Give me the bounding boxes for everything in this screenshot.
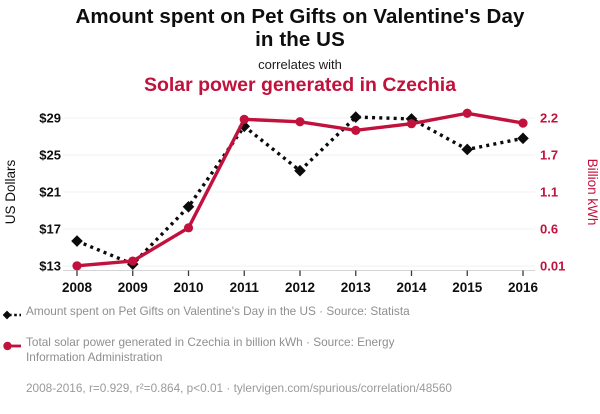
svg-text:1.7: 1.7 bbox=[540, 148, 558, 163]
data-point-solar-czechia bbox=[183, 223, 194, 233]
svg-text:Billion kWh: Billion kWh bbox=[585, 159, 600, 226]
data-point-pet-gifts bbox=[71, 235, 83, 247]
svg-text:2012: 2012 bbox=[285, 280, 315, 295]
diamond-dashed-line-icon bbox=[2, 304, 21, 325]
data-point-solar-czechia bbox=[351, 125, 361, 135]
svg-text:2010: 2010 bbox=[173, 280, 203, 295]
data-point-solar-czechia bbox=[239, 114, 249, 124]
data-point-solar-czechia bbox=[295, 117, 305, 127]
data-point-solar-czechia bbox=[462, 108, 472, 118]
svg-text:2016: 2016 bbox=[508, 280, 539, 295]
correlation-chart: 2008 2009 2010 2011 2012 2013 2014 2015 2016 $13 $… bbox=[0, 100, 600, 300]
svg-text:$29: $29 bbox=[39, 111, 61, 126]
chart-legend: Amount spent on Pet Gifts on Valentine's… bbox=[2, 304, 416, 374]
right-axis: 0.01 0.6 1.1 1.7 2.2 Billion kWh bbox=[540, 111, 600, 274]
series-solar-czechia bbox=[72, 108, 528, 271]
legend-item-solar-czechia: Total solar power generated in Czechia i… bbox=[3, 335, 416, 364]
correlates-with-label: correlates with bbox=[258, 57, 342, 72]
legend-label-pet-gifts: Amount spent on Pet Gifts on Valentine's… bbox=[26, 304, 410, 318]
svg-text:2008: 2008 bbox=[62, 280, 93, 295]
svg-text:2009: 2009 bbox=[118, 280, 148, 295]
svg-text:2011: 2011 bbox=[230, 280, 260, 295]
data-point-solar-czechia bbox=[406, 119, 417, 129]
gridlines bbox=[63, 117, 535, 267]
circle-solid-line-icon bbox=[3, 335, 21, 356]
legend-item-pet-gifts: Amount spent on Pet Gifts on Valentine's… bbox=[2, 304, 416, 325]
svg-text:1.1: 1.1 bbox=[540, 185, 558, 200]
data-point-pet-gifts bbox=[294, 164, 306, 177]
svg-text:2013: 2013 bbox=[341, 280, 372, 295]
svg-text:2014: 2014 bbox=[396, 280, 427, 295]
svg-text:2015: 2015 bbox=[452, 280, 483, 295]
svg-text:2.2: 2.2 bbox=[540, 111, 558, 126]
series-pet-gifts bbox=[71, 111, 529, 270]
data-point-solar-czechia bbox=[128, 256, 138, 266]
page-title: Amount spent on Pet Gifts on Valentine's… bbox=[0, 5, 600, 51]
chart-subtitle-red: Solar power generated in Czechia bbox=[143, 74, 457, 96]
stats-and-source-url: 2008-2016, r=0.929, r²=0.864, p<0.01 · t… bbox=[26, 381, 452, 395]
chart-title: Amount spent on Pet Gifts on Valentine's… bbox=[75, 5, 525, 52]
data-point-pet-gifts bbox=[461, 143, 474, 156]
svg-text:$25: $25 bbox=[39, 148, 61, 163]
data-point-pet-gifts bbox=[349, 111, 362, 123]
svg-text:$13: $13 bbox=[39, 259, 61, 274]
data-point-pet-gifts bbox=[517, 132, 529, 145]
x-axis: 2008 2009 2010 2011 2012 2013 2014 2015 2016 bbox=[62, 270, 539, 295]
chart-svg: 2008 2009 2010 2011 2012 2013 2014 2015 2016$13$… bbox=[3, 108, 600, 295]
data-point-solar-czechia bbox=[518, 118, 528, 128]
svg-text:0.6: 0.6 bbox=[540, 222, 558, 237]
svg-text:0.01: 0.01 bbox=[540, 259, 565, 274]
legend-label-solar-czechia: Total solar power generated in Czechia i… bbox=[26, 335, 395, 364]
left-axis: $13 $17 $21 $25 $29 US Dollars bbox=[3, 111, 61, 274]
data-point-solar-czechia bbox=[72, 261, 82, 271]
svg-text:US Dollars: US Dollars bbox=[3, 159, 18, 224]
svg-text:$17: $17 bbox=[39, 222, 61, 237]
svg-text:$21: $21 bbox=[39, 185, 61, 200]
